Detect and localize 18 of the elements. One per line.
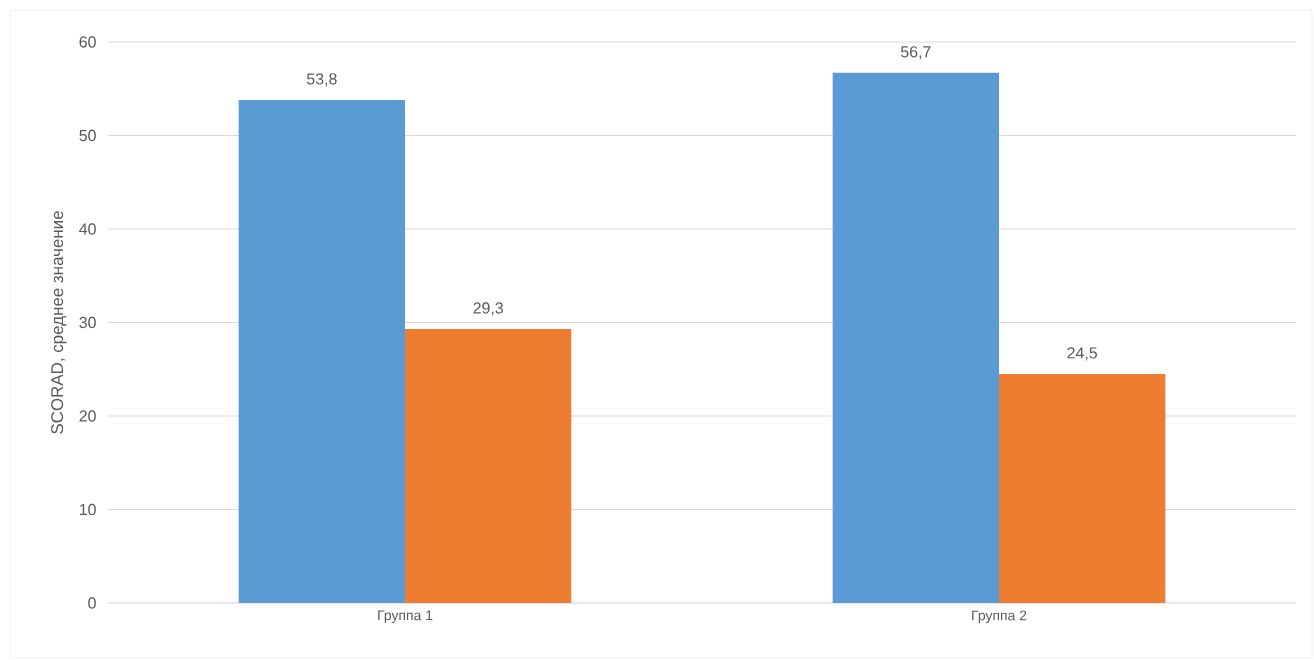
bar: [405, 329, 572, 603]
y-tick-label: 50: [79, 129, 96, 142]
x-tick-label: Группа 1: [378, 610, 433, 624]
y-tick-label: 30: [79, 316, 96, 329]
data-label: 24,5: [1067, 347, 1097, 361]
y-tick-label: 10: [79, 503, 96, 516]
bar: [832, 72, 999, 603]
y-axis-title: SCORAD, среднее значение: [51, 211, 67, 434]
bar: [238, 99, 405, 603]
y-tick-label: 40: [79, 223, 96, 235]
data-label: 29,3: [473, 302, 503, 316]
y-tick-label: 60: [79, 36, 96, 48]
y-tick-label: 20: [79, 410, 96, 422]
bar: [999, 373, 1166, 603]
data-label: 53,8: [306, 73, 337, 87]
data-label: 56,7: [900, 46, 931, 60]
y-tick-label: 0: [88, 597, 96, 609]
x-tick-label: Группа 2: [972, 610, 1027, 624]
